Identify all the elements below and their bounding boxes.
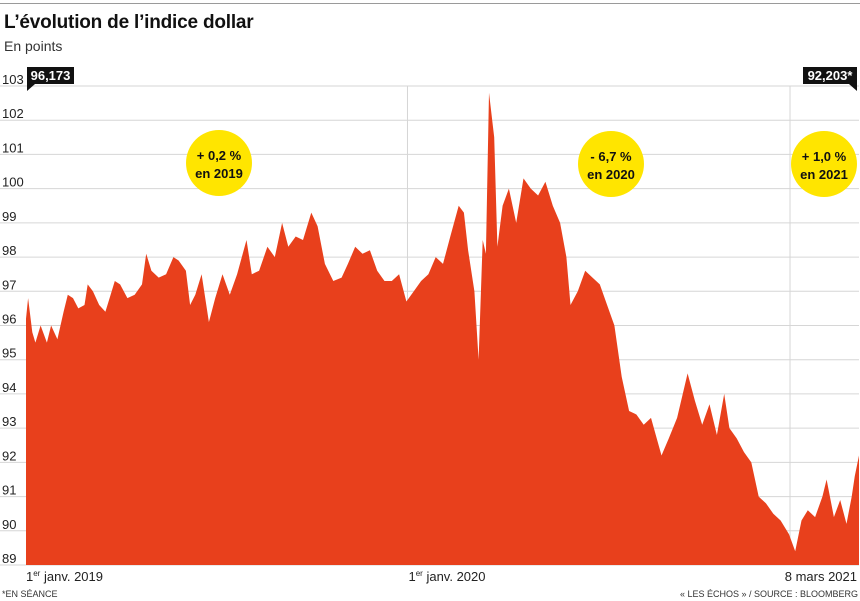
y-tick-90: 90: [2, 517, 16, 532]
chart-subtitle: En points: [4, 38, 63, 54]
y-tick-95: 95: [2, 346, 16, 361]
y-tick-103: 103: [2, 72, 24, 87]
svg-text:- 6,7 %: - 6,7 %: [590, 149, 632, 164]
x-tick-end: 8 mars 2021: [785, 569, 857, 584]
end-value-label: 92,203*: [803, 67, 857, 91]
y-tick-99: 99: [2, 209, 16, 224]
top-rule: [0, 3, 860, 4]
value-labels: 96,173 92,203*: [27, 67, 857, 91]
footnote: *EN SÉANCE: [2, 589, 58, 599]
y-tick-102: 102: [2, 106, 24, 121]
svg-text:en 2021: en 2021: [800, 167, 848, 182]
svg-text:+ 1,0 %: + 1,0 %: [802, 149, 847, 164]
y-tick-89: 89: [2, 551, 16, 566]
svg-text:92,203*: 92,203*: [808, 68, 854, 83]
source-credit: « LES ÉCHOS » / SOURCE : BLOOMBERG: [679, 589, 858, 599]
y-tick-100: 100: [2, 175, 24, 190]
y-tick-98: 98: [2, 243, 16, 258]
y-tick-91: 91: [2, 483, 16, 498]
svg-text:en 2020: en 2020: [587, 167, 635, 182]
y-tick-101: 101: [2, 140, 24, 155]
dollar-index-area: [26, 92, 859, 566]
x-tick-2020: 1er janv. 2020: [408, 569, 485, 584]
annual-change-bubbles: + 0,2 % en 2019 - 6,7 % en 2020 + 1,0 % en 20…: [186, 130, 857, 197]
page-title: L’évolution de l’indice dollar: [4, 12, 254, 33]
start-value-label: 96,173: [27, 67, 74, 91]
y-tick-93: 93: [2, 414, 16, 429]
y-tick-97: 97: [2, 277, 16, 292]
svg-text:96,173: 96,173: [31, 68, 71, 83]
y-tick-94: 94: [2, 380, 16, 395]
annual-change-bubble-1: + 0,2 % en 2019: [186, 130, 252, 196]
svg-text:en 2019: en 2019: [195, 166, 243, 181]
y-tick-96: 96: [2, 312, 16, 327]
annual-change-bubble-3: + 1,0 % en 2021: [791, 131, 857, 197]
y-tick-92: 92: [2, 448, 16, 463]
y-axis-labels: 89 90 91 92 93 94 95 96 97 98 99 100 101 102 103: [2, 72, 24, 566]
x-axis-labels: 1er janv. 2019 1er janv. 2020 8 mars 2021: [26, 569, 857, 584]
svg-text:+ 0,2 %: + 0,2 %: [197, 148, 242, 163]
annual-change-bubble-2: - 6,7 % en 2020: [578, 131, 644, 197]
x-tick-2019: 1er janv. 2019: [26, 569, 103, 584]
